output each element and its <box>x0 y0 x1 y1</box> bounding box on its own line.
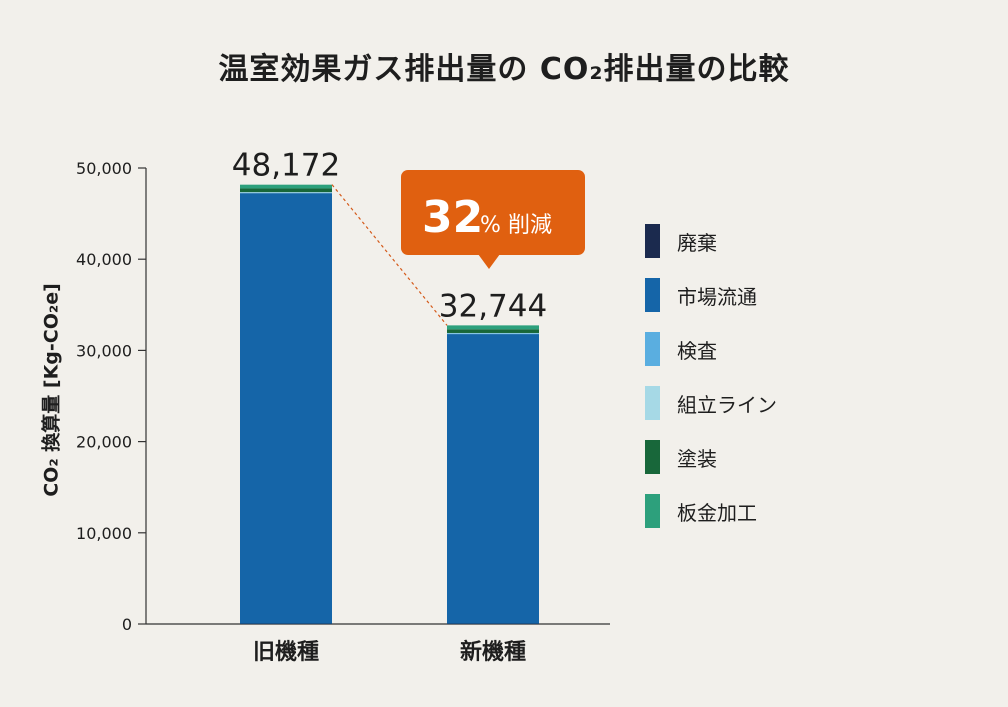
bar-segment <box>240 192 332 193</box>
legend-item: 塗装 <box>645 430 777 484</box>
legend-label: 板金加工 <box>677 500 757 525</box>
legend-item: 廃棄 <box>645 214 777 268</box>
reduction-line <box>331 184 448 326</box>
callout-unit: % <box>480 213 501 238</box>
legend-item: 市場流通 <box>645 268 777 322</box>
axes: 50,000 40,000 30,000 20,000 10,000 0 <box>76 159 610 634</box>
bar-segment <box>240 193 332 624</box>
bar-segment <box>447 333 539 335</box>
legend-swatch <box>645 386 660 420</box>
legend-label: 市場流通 <box>677 284 757 309</box>
bar-segment <box>240 623 332 625</box>
bar-segment <box>447 325 539 330</box>
callout-pointer <box>478 254 500 269</box>
data-labels: 48,172 旧機種 32,744 新機種 <box>232 148 547 665</box>
total-label: 32,744 <box>439 288 547 324</box>
chart-title: 温室効果ガス排出量の CO₂排出量の比較 <box>218 52 790 87</box>
bar-segment <box>240 188 332 193</box>
legend-item: 組立ライン <box>645 376 777 430</box>
y-tick-label: 40,000 <box>76 250 132 269</box>
y-tick-label: 0 <box>122 615 132 634</box>
bar-segment <box>447 623 539 625</box>
y-tick-label: 30,000 <box>76 341 132 360</box>
callout-value: 32 <box>422 192 483 243</box>
bar-segment <box>447 332 539 334</box>
legend: 廃棄市場流通検査組立ライン塗装板金加工 <box>645 214 777 538</box>
callout-text: 削減 <box>508 213 552 238</box>
legend-item: 板金加工 <box>645 484 777 538</box>
legend-item: 検査 <box>645 322 777 376</box>
bar-segment <box>447 334 539 624</box>
y-tick-label: 10,000 <box>76 524 132 543</box>
legend-label: 廃棄 <box>677 230 717 255</box>
reduction-callout: 32% 削減 <box>401 170 585 269</box>
legend-swatch <box>645 224 660 258</box>
legend-swatch <box>645 278 660 312</box>
bar-segment <box>240 192 332 194</box>
legend-swatch <box>645 494 660 528</box>
legend-label: 組立ライン <box>677 392 777 417</box>
bar-segment <box>240 184 332 189</box>
legend-label: 検査 <box>677 338 717 363</box>
legend-swatch <box>645 440 660 474</box>
y-tick-label: 20,000 <box>76 433 132 452</box>
x-tick-label: 旧機種 <box>253 640 319 665</box>
bars <box>240 184 539 625</box>
total-label: 48,172 <box>232 148 340 184</box>
legend-label: 塗装 <box>677 446 717 471</box>
callout-box <box>401 170 585 255</box>
legend-swatch <box>645 332 660 366</box>
bar-segment <box>447 329 539 333</box>
y-tick-label: 50,000 <box>76 159 132 178</box>
x-tick-label: 新機種 <box>460 639 526 665</box>
